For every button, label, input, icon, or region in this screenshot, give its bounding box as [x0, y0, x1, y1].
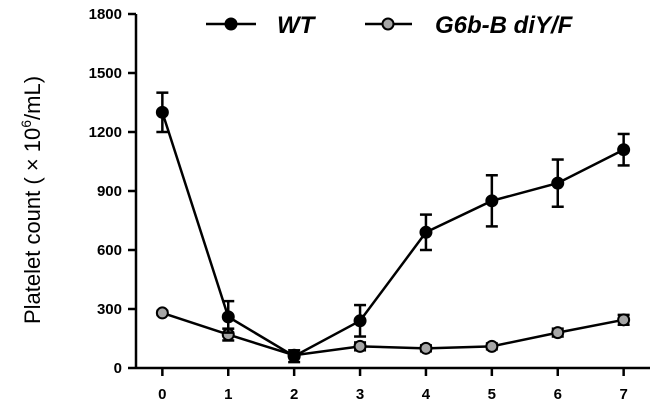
x-tick-label: 7: [619, 386, 627, 403]
data-point-g6bb: [485, 339, 499, 353]
data-point-wt: [353, 314, 367, 328]
legend-marker-g6bb: [381, 17, 395, 31]
y-tick-label: 300: [97, 301, 122, 318]
data-point-g6bb: [551, 326, 565, 340]
legend-item-wt: WT: [206, 12, 317, 39]
data-point-g6bb: [617, 313, 631, 327]
series-line-wt: [161, 111, 625, 358]
y-axis-label-superscript: 6: [18, 120, 34, 128]
data-point-g6bb: [419, 341, 433, 355]
data-point-wt: [617, 143, 631, 157]
axes: [134, 14, 650, 370]
data-point-wt: [155, 105, 169, 119]
data-point-wt: [419, 225, 433, 239]
legend-label-wt: WT: [277, 12, 317, 39]
legend: WT G6b-B diY/F: [206, 12, 574, 39]
data-point-wt: [287, 349, 301, 363]
y-tick-label: 600: [97, 242, 122, 259]
x-tick-label: 2: [290, 386, 298, 403]
series-layer: [155, 91, 631, 364]
y-tick-label: 1500: [89, 65, 122, 82]
y-tick-label: 1200: [89, 124, 122, 141]
x-tick-label: 3: [356, 386, 364, 403]
y-ticks: 0 300 600 900 1200 1500 1800: [89, 6, 136, 377]
series-line-g6bb: [161, 311, 624, 357]
data-point-g6bb: [353, 339, 367, 353]
data-point-wt: [221, 310, 235, 324]
x-tick-label: 0: [158, 386, 166, 403]
y-tick-label: 1800: [89, 6, 122, 23]
data-point-wt: [485, 194, 499, 208]
data-point-wt: [551, 176, 565, 190]
y-tick-label: 900: [97, 183, 122, 200]
y-axis-label-main: Platelet count ( × 10: [20, 128, 45, 324]
legend-item-g6bb: G6b-B diY/F: [365, 12, 574, 39]
data-point-g6bb: [155, 306, 169, 320]
legend-marker-wt: [224, 17, 238, 31]
x-tick-label: 1: [224, 386, 232, 403]
y-tick-label: 0: [114, 360, 122, 377]
x-tick-label: 5: [488, 386, 496, 403]
series-wt: [155, 91, 631, 364]
x-ticks: 0 1 2 3 4 5 6 7: [158, 368, 628, 403]
y-axis-label: Platelet count ( × 106/mL): [18, 76, 45, 324]
x-tick-label: 6: [554, 386, 562, 403]
y-axis-label-unit: /mL): [20, 76, 45, 120]
legend-label-g6bb: G6b-B diY/F: [435, 12, 574, 39]
x-tick-label: 4: [422, 386, 431, 403]
